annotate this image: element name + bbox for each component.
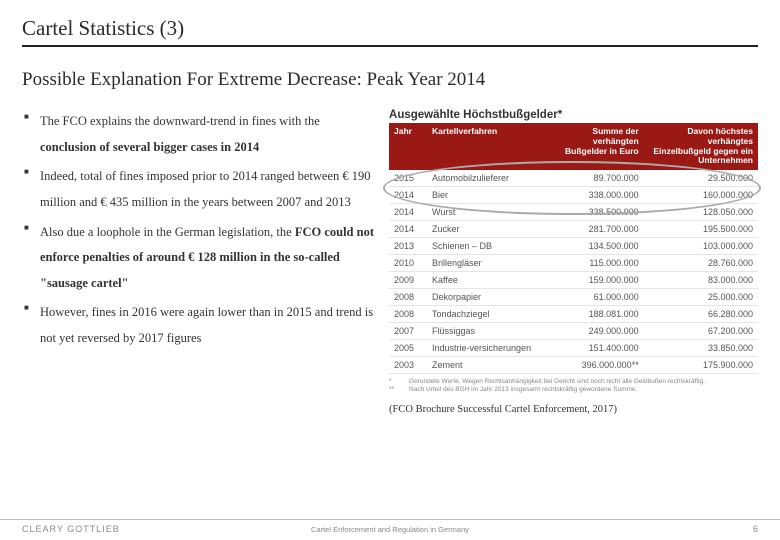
bullet-item: However, fines in 2016 were again lower … <box>22 300 379 351</box>
footer-title: Cartel Enforcement and Regulation in Ger… <box>311 525 469 534</box>
table-cell: Zucker <box>427 221 552 238</box>
table-cell: 115.000.000 <box>552 255 644 272</box>
table-cell: 338.000.000 <box>552 187 644 204</box>
table-cell: 67.200.000 <box>644 323 758 340</box>
table-cell: 2014 <box>389 221 427 238</box>
table-row: 2014Bier338.000.000160.000.000 <box>389 187 758 204</box>
table-cell: 29.500.000 <box>644 170 758 187</box>
subtitle: Possible Explanation For Extreme Decreas… <box>22 69 758 91</box>
table-cell: 396.000.000** <box>552 357 644 374</box>
source-citation: (FCO Brochure Successful Cartel Enforcem… <box>389 404 758 415</box>
table-cell: Flüssiggas <box>427 323 552 340</box>
table-cell: Zement <box>427 357 552 374</box>
table-area: Ausgewählte Höchstbußgelder* JahrKartell… <box>389 109 758 415</box>
table-row: 2008Tondachziegel188.081.00066.280.000 <box>389 306 758 323</box>
table-row: 2015Automobilzulieferer89.700.00029.500.… <box>389 170 758 187</box>
table-cell: 159.000.000 <box>552 272 644 289</box>
table-cell: Tondachziegel <box>427 306 552 323</box>
table-cell: 160.000.000 <box>644 187 758 204</box>
table-cell: 338.500.000 <box>552 204 644 221</box>
table-cell: Industrie-versicherungen <box>427 340 552 357</box>
table-row: 2014Zucker281.700.000195.500.000 <box>389 221 758 238</box>
page-number: 6 <box>753 524 758 534</box>
table-cell: 175.900.000 <box>644 357 758 374</box>
table-cell: 2007 <box>389 323 427 340</box>
footnote: *Gerundete Werte. Wegen Rechtsanhängigke… <box>389 378 758 386</box>
table-header: Kartellverfahren <box>427 123 552 170</box>
table-cell: Wurst <box>427 204 552 221</box>
table-cell: Bier <box>427 187 552 204</box>
table-cell: 134.500.000 <box>552 238 644 255</box>
table-cell: 2005 <box>389 340 427 357</box>
table-title: Ausgewählte Höchstbußgelder* <box>389 109 758 121</box>
table-cell: 2013 <box>389 238 427 255</box>
table-cell: 2015 <box>389 170 427 187</box>
fines-table: JahrKartellverfahrenSumme der verhängten… <box>389 123 758 374</box>
bullet-item: The FCO explains the downward-trend in f… <box>22 109 379 160</box>
table-cell: 61.000.000 <box>552 289 644 306</box>
table-row: 2005Industrie-versicherungen151.400.0003… <box>389 340 758 357</box>
table-cell: 151.400.000 <box>552 340 644 357</box>
table-cell: Schienen – DB <box>427 238 552 255</box>
table-cell: Dekorpapier <box>427 289 552 306</box>
table-footnotes: *Gerundete Werte. Wegen Rechtsanhängigke… <box>389 378 758 394</box>
table-cell: 2009 <box>389 272 427 289</box>
slide: Cartel Statistics (3) Possible Explanati… <box>0 0 780 540</box>
bullet-list: The FCO explains the downward-trend in f… <box>22 109 379 415</box>
table-row: 2003Zement396.000.000**175.900.000 <box>389 357 758 374</box>
table-cell: 33.850.000 <box>644 340 758 357</box>
table-header: Davon höchstes verhängtes Einzelbußgeld … <box>644 123 758 170</box>
table-cell: 66.280.000 <box>644 306 758 323</box>
table-row: 2010Brillengläser115.000.00028.760.000 <box>389 255 758 272</box>
table-cell: 25.000.000 <box>644 289 758 306</box>
table-cell: 188.081.000 <box>552 306 644 323</box>
table-row: 2009Kaffee159.000.00083.000.000 <box>389 272 758 289</box>
table-cell: 2008 <box>389 306 427 323</box>
table-cell: Kaffee <box>427 272 552 289</box>
table-cell: 83.000.000 <box>644 272 758 289</box>
table-cell: 128.050.000 <box>644 204 758 221</box>
table-cell: 2014 <box>389 187 427 204</box>
table-cell: 2014 <box>389 204 427 221</box>
table-cell: 89.700.000 <box>552 170 644 187</box>
page-title: Cartel Statistics (3) <box>22 16 758 47</box>
table-cell: 2003 <box>389 357 427 374</box>
footer: CLEARY GOTTLIEB Cartel Enforcement and R… <box>0 519 780 534</box>
table-cell: 281.700.000 <box>552 221 644 238</box>
footnote: **Nach Urteil des BGH im Jahr 2013 insge… <box>389 386 758 394</box>
table-cell: 28.760.000 <box>644 255 758 272</box>
table-cell: 249.000.000 <box>552 323 644 340</box>
table-header: Jahr <box>389 123 427 170</box>
table-cell: Brillengläser <box>427 255 552 272</box>
bullet-item: Indeed, total of fines imposed prior to … <box>22 164 379 215</box>
brand-logo: CLEARY GOTTLIEB <box>22 524 120 534</box>
table-cell: 2010 <box>389 255 427 272</box>
table-cell: Automobilzulieferer <box>427 170 552 187</box>
table-cell: 103.000.000 <box>644 238 758 255</box>
table-row: 2013Schienen – DB134.500.000103.000.000 <box>389 238 758 255</box>
table-row: 2007Flüssiggas249.000.00067.200.000 <box>389 323 758 340</box>
table-row: 2008Dekorpapier61.000.00025.000.000 <box>389 289 758 306</box>
table-row: 2014Wurst338.500.000128.050.000 <box>389 204 758 221</box>
content-row: The FCO explains the downward-trend in f… <box>22 109 758 415</box>
table-cell: 195.500.000 <box>644 221 758 238</box>
table-header: Summe der verhängten Bußgelder in Euro <box>552 123 644 170</box>
table-cell: 2008 <box>389 289 427 306</box>
bullet-item: Also due a loophole in the German legisl… <box>22 220 379 297</box>
